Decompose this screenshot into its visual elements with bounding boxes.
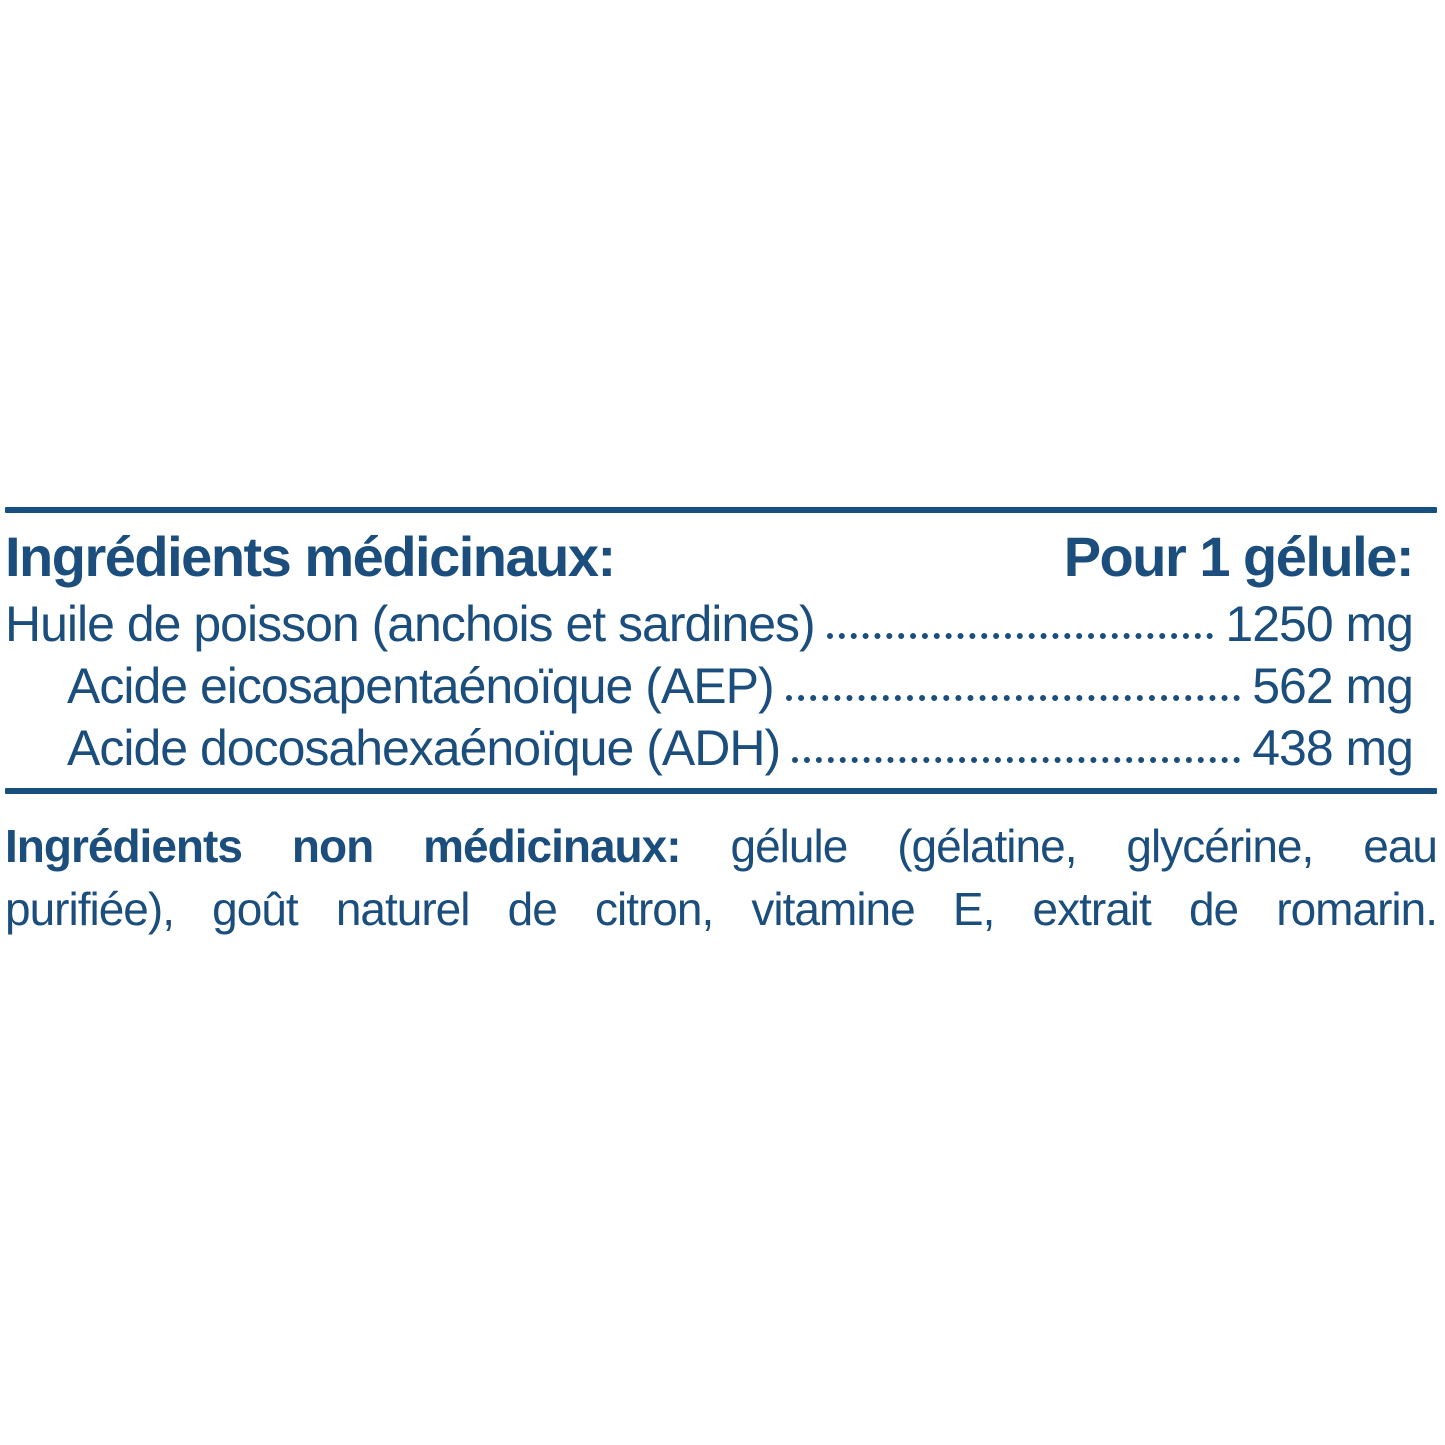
dot-leader [792,757,1241,763]
ingredient-row-epa: Acide eicosapentaénoïque (AEP) 562 mg [5,655,1437,717]
medicinal-ingredients-heading: Ingrédients médicinaux: [5,525,616,588]
top-divider [5,507,1437,513]
ingredient-amount: 562 mg [1252,658,1414,714]
non-medicinal-heading: Ingrédients non médicinaux: [5,820,682,872]
ingredient-row-fish-oil: Huile de poisson (anchois et sardines) 1… [5,593,1437,655]
ingredient-rows: Huile de poisson (anchois et sardines) 1… [5,593,1437,779]
non-medicinal-text-2: purifiée), goût naturel de citron, vitam… [5,883,1438,935]
supplement-facts-panel: Ingrédients médicinaux: Pour 1 gélule: H… [5,507,1438,941]
panel-header: Ingrédients médicinaux: Pour 1 gélule: [5,529,1437,585]
middle-divider [5,788,1437,794]
ingredient-row-dha: Acide docosahexaénoïque (ADH) 438 mg [5,717,1437,779]
non-medicinal-text-1: gélule (gélatine, glycérine, eau [730,820,1438,872]
dot-leader [826,633,1214,639]
ingredient-label: Acide docosahexaénoïque (ADH) [67,720,781,776]
dot-leader [785,695,1241,701]
non-medicinal-line-2: purifiée), goût naturel de citron, vitam… [5,878,1438,941]
non-medicinal-ingredients: Ingrédients non médicinaux: gélule (géla… [5,815,1438,941]
per-capsule-heading: Pour 1 gélule: [1063,525,1415,588]
non-medicinal-line-1: Ingrédients non médicinaux: gélule (géla… [5,815,1438,878]
ingredient-amount: 1250 mg [1225,596,1414,652]
ingredient-label: Acide eicosapentaénoïque (AEP) [67,658,775,714]
ingredient-label: Huile de poisson (anchois et sardines) [5,596,816,652]
ingredient-amount: 438 mg [1252,720,1414,776]
